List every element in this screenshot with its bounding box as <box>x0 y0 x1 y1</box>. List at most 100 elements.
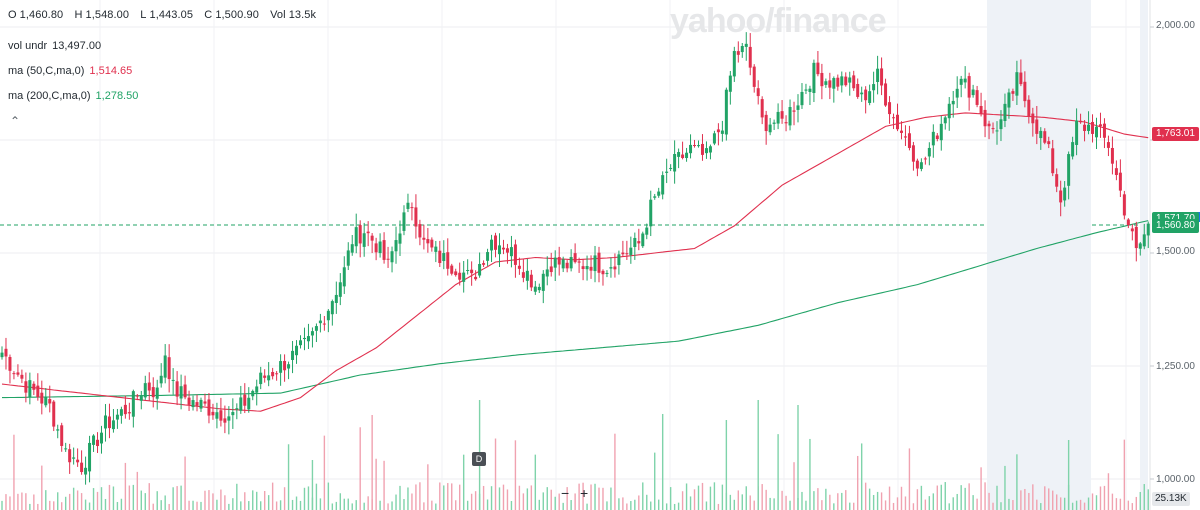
zoom-in-button[interactable]: + <box>580 485 589 501</box>
volume-bar <box>956 493 958 510</box>
volume-bar <box>837 493 839 510</box>
volume-bar <box>144 493 146 510</box>
candle-body <box>4 348 8 357</box>
candle-body <box>330 301 334 315</box>
volume-bar <box>1083 502 1086 510</box>
candle-body <box>215 412 219 419</box>
candle-body <box>808 88 812 92</box>
volume-bar <box>13 434 15 510</box>
indicator-ma200[interactable]: ma (200,C,ma,0) 1,278.50 <box>8 90 138 102</box>
candle-body <box>987 123 991 127</box>
candle-body <box>1011 91 1015 94</box>
indicator-value: 1,278.50 <box>95 90 139 102</box>
volume-bar <box>323 435 326 510</box>
volume-bar <box>1123 439 1126 510</box>
volume-bar <box>371 415 373 510</box>
candle-body <box>677 152 681 157</box>
volume-bar <box>443 485 445 510</box>
volume-bar <box>960 485 962 510</box>
candle-body <box>760 99 764 118</box>
volume-bar <box>654 452 656 510</box>
candle-body <box>382 240 386 260</box>
volume-bar <box>248 501 250 510</box>
volume-bar <box>315 483 318 510</box>
volume-bar <box>148 483 150 510</box>
candle-body <box>342 267 346 287</box>
volume-bar <box>948 503 950 510</box>
candle-body <box>482 263 486 265</box>
candle-body <box>1043 131 1047 143</box>
volume-bar <box>100 487 103 510</box>
vol-value: 13.5k <box>288 9 317 21</box>
candle-body <box>736 51 740 55</box>
volume-bar <box>574 493 576 510</box>
candle-body <box>1079 120 1083 123</box>
candle-body <box>474 276 478 280</box>
candle-body <box>115 414 119 420</box>
volume-bar <box>61 502 63 510</box>
candle-body <box>259 372 263 385</box>
candle-body <box>370 235 374 241</box>
ma200-line <box>2 220 1149 399</box>
zoom-out-button[interactable]: − <box>561 485 570 501</box>
candle-body <box>44 397 48 406</box>
candle-body <box>549 266 553 273</box>
candle-body <box>450 265 454 274</box>
volume-bar <box>295 496 298 510</box>
candle-body <box>263 375 267 378</box>
volume-bar <box>57 492 59 510</box>
indicator-label: ma (200,C,ma,0) <box>8 90 91 102</box>
candle-body <box>669 167 673 169</box>
collapse-indicators-icon[interactable]: ⌃ <box>10 114 21 128</box>
volume-bar <box>980 467 982 510</box>
y-tick-label: 2,000.00 <box>1156 20 1195 31</box>
candle-body <box>597 252 601 273</box>
volume-bar <box>526 488 529 510</box>
candle-body <box>573 253 577 263</box>
volume-bar <box>809 438 811 510</box>
volume-bar <box>1036 499 1038 510</box>
volume-bar <box>220 489 222 510</box>
candle-body <box>545 269 549 277</box>
candle-body <box>517 265 521 269</box>
candle-body <box>191 400 195 408</box>
candle-body <box>171 379 175 381</box>
volume-bar <box>916 489 919 510</box>
volume-bar <box>582 482 584 510</box>
candle-body <box>700 143 704 155</box>
indicator-ma50[interactable]: ma (50,C,ma,0) 1,514.65 <box>8 65 132 77</box>
volume-bar <box>741 494 743 510</box>
volume-bar <box>271 482 274 510</box>
candle-body <box>975 90 979 105</box>
volume-bar <box>447 483 449 510</box>
candle-body <box>907 133 911 148</box>
volume-bar <box>88 502 91 510</box>
candle-body <box>1114 168 1118 176</box>
candle-body <box>322 323 326 325</box>
ma50-price-tag: 1,763.01 <box>1152 127 1199 141</box>
candle-body <box>275 373 279 375</box>
dividend-marker[interactable]: D <box>472 452 486 466</box>
low-value: 1,443.05 <box>149 9 194 21</box>
volume-bar <box>212 493 214 510</box>
candle-body <box>593 255 597 272</box>
volume-bar <box>256 491 258 510</box>
ohlc-readout: O 1,460.80 H 1,548.00 L 1,443.05 C 1,500.90 … <box>8 9 324 21</box>
volume-bar <box>860 443 863 510</box>
volume-bar <box>972 495 974 510</box>
y-tick-label: 1,250.00 <box>1156 361 1195 372</box>
volume-bar <box>1079 499 1082 510</box>
candle-body <box>1059 190 1063 203</box>
indicator-vol-undr[interactable]: vol undr 13,497.00 <box>8 40 101 52</box>
volume-bar <box>1024 488 1026 510</box>
candle-body <box>211 411 215 416</box>
candle-body <box>569 257 573 269</box>
candle-body <box>645 227 649 235</box>
candle-body <box>374 243 378 253</box>
volume-bar <box>1135 496 1137 510</box>
volume-bar <box>650 501 652 510</box>
volume-bar <box>1063 497 1066 510</box>
candle-body <box>458 272 462 280</box>
candle-body <box>1095 126 1098 138</box>
